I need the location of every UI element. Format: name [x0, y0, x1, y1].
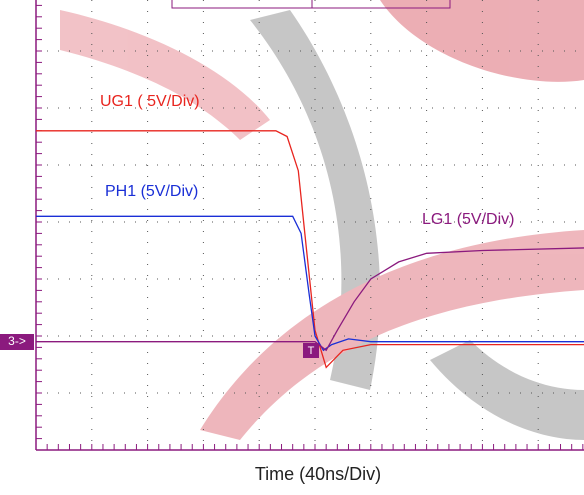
traces	[36, 130, 584, 369]
trigger-marker: T	[308, 345, 315, 357]
channel-marker-box	[0, 334, 34, 350]
frame	[35, 0, 584, 451]
trigger-bracket	[171, 0, 451, 9]
x-axis-label: Time (40ns/Div)	[255, 464, 381, 484]
legend-label: UG1 ( 5V/Div)	[100, 93, 200, 110]
legend-label: PH1 (5V/Div)	[105, 183, 198, 200]
channel-marker: 3->	[8, 334, 26, 348]
trigger-marker-box	[303, 343, 319, 358]
trace	[36, 130, 584, 369]
grid	[36, 0, 584, 450]
watermark	[60, 0, 584, 440]
trace	[36, 247, 584, 352]
trace	[36, 215, 584, 352]
legend-label: LG1 (5V/Div)	[422, 211, 514, 228]
